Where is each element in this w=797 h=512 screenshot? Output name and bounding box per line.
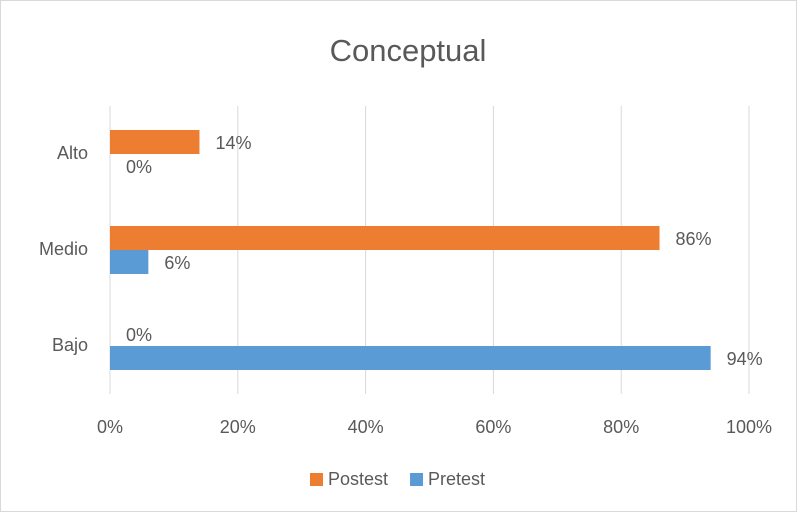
legend-swatch: [410, 473, 424, 486]
y-tick-label: Medio: [39, 239, 88, 259]
legend-label: Pretest: [428, 469, 485, 489]
y-tick-label: Alto: [57, 143, 88, 163]
x-tick-label: 80%: [603, 417, 639, 437]
chart-title: Conceptual: [330, 33, 487, 68]
bar: [110, 130, 200, 154]
bar: [110, 250, 149, 274]
y-tick-label: Bajo: [52, 335, 88, 355]
data-label: 0%: [126, 325, 152, 345]
x-tick-label: 20%: [220, 417, 256, 437]
x-tick-label: 60%: [475, 417, 511, 437]
data-label: 6%: [164, 253, 190, 273]
x-tick-label: 100%: [726, 417, 772, 437]
data-label: 0%: [126, 157, 152, 177]
bar: [110, 226, 660, 250]
bar: [110, 346, 711, 370]
x-tick-label: 0%: [97, 417, 123, 437]
data-label: 86%: [676, 229, 712, 249]
data-label: 14%: [215, 133, 251, 153]
data-label: 94%: [727, 349, 763, 369]
legend-label: Postest: [328, 469, 388, 489]
x-tick-label: 40%: [348, 417, 384, 437]
legend-swatch: [310, 473, 323, 486]
